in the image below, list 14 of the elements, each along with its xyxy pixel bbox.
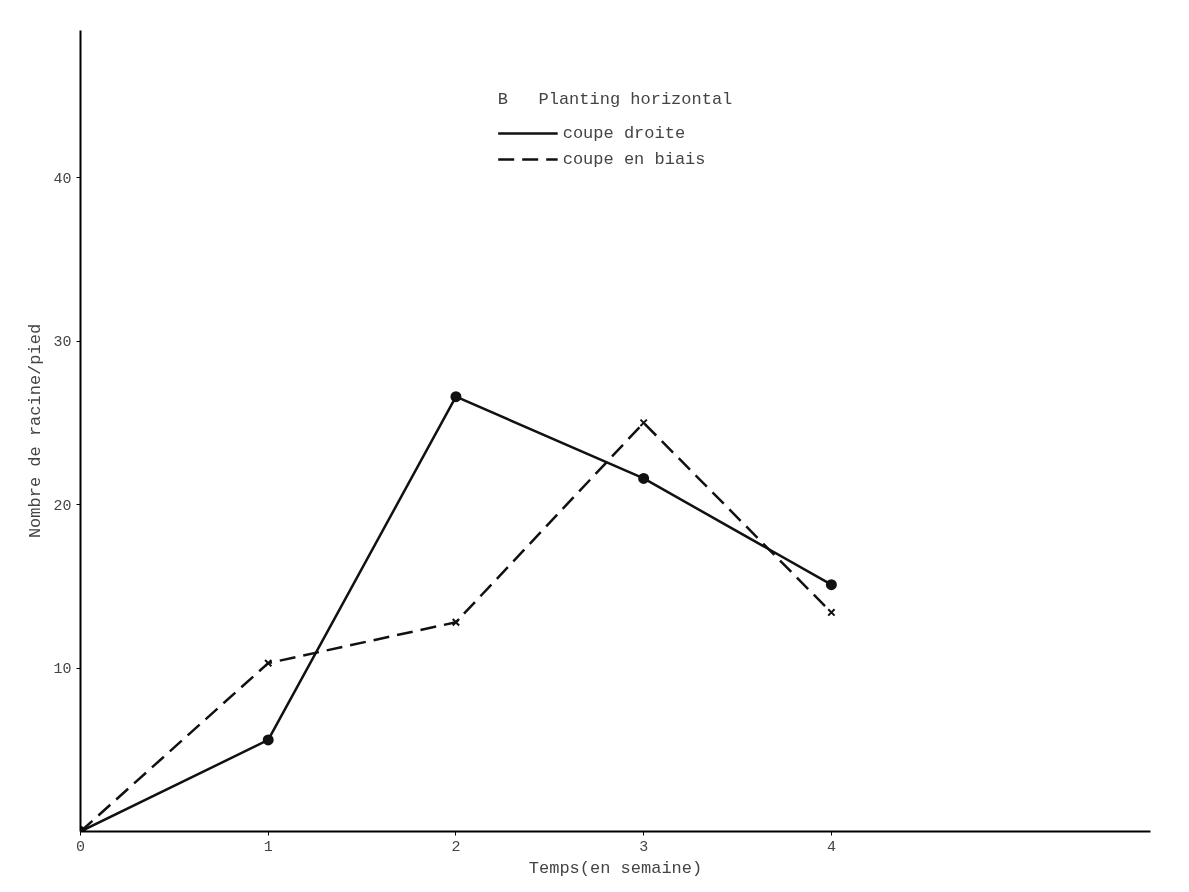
y-tick-label: 10 — [53, 661, 72, 679]
x-tick-label: 1 — [263, 838, 273, 856]
legend-label: coupe en biais — [562, 149, 706, 169]
legend-title: B Planting horizontal — [497, 90, 733, 109]
x-axis-title: Temps(en semaine) — [528, 858, 703, 878]
y-tick-label: 30 — [53, 334, 72, 352]
y-tick-label: 20 — [53, 497, 72, 515]
x-tick-label: 3 — [639, 838, 649, 856]
x-tick-label: 0 — [76, 838, 86, 856]
legend-label: coupe droite — [562, 123, 686, 143]
x-tick-label: 4 — [826, 838, 836, 856]
x-tick-label: 2 — [451, 838, 461, 856]
y-tick-label: 40 — [53, 170, 72, 188]
y-axis-title: Nombre de racine/pied — [26, 323, 46, 539]
